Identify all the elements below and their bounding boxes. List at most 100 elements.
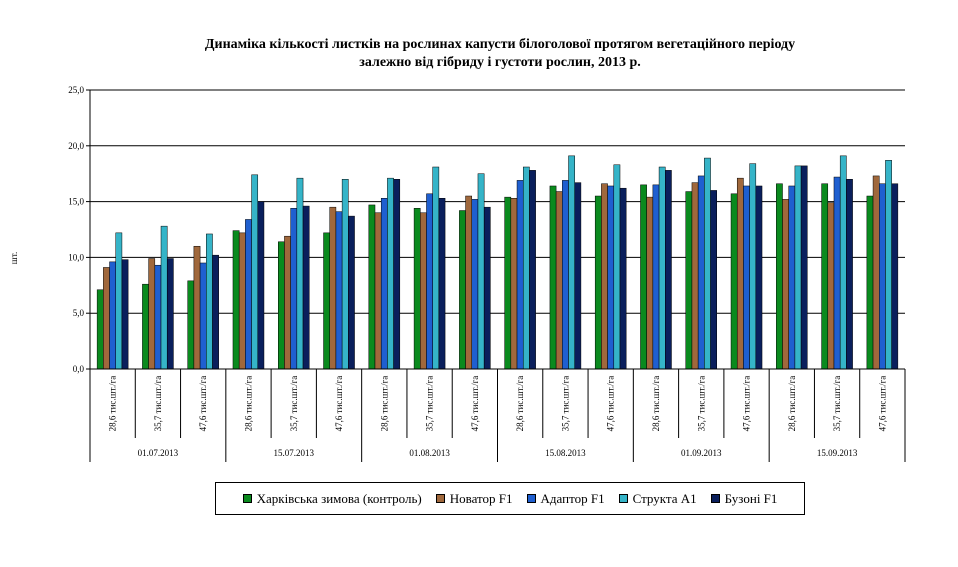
bar bbox=[568, 155, 575, 370]
y-tick-label: 0,0 bbox=[73, 364, 85, 374]
legend-item: Харківська зимова (контроль) bbox=[242, 491, 422, 507]
bar bbox=[432, 166, 440, 370]
legend-label: Новатор F1 bbox=[449, 490, 513, 506]
bar bbox=[477, 173, 485, 370]
category-label: 35,7 тис.шт./га bbox=[560, 376, 570, 432]
bar bbox=[555, 191, 563, 370]
bar bbox=[640, 184, 647, 370]
bar bbox=[755, 185, 763, 370]
bar bbox=[891, 183, 899, 370]
bar bbox=[879, 183, 886, 370]
bar bbox=[821, 183, 829, 370]
group-label: 15.09.2013 bbox=[817, 448, 858, 458]
bar bbox=[743, 185, 750, 370]
category-label: 28,6 тис.шт./га bbox=[108, 376, 118, 432]
group-label: 15.07.2013 bbox=[274, 448, 315, 458]
bar bbox=[827, 202, 835, 370]
bar bbox=[730, 193, 738, 370]
category-label: 47,6 тис.шт./га bbox=[877, 376, 887, 432]
chart-title-line-2: залежно від гібриду і густоти рослин, 20… bbox=[359, 55, 641, 70]
category-label: 28,6 тис.шт./га bbox=[243, 376, 253, 432]
bar bbox=[387, 177, 394, 370]
bar bbox=[749, 163, 757, 370]
bar bbox=[290, 208, 298, 370]
bar bbox=[335, 211, 343, 370]
bar bbox=[839, 155, 847, 370]
bar bbox=[710, 190, 717, 370]
bar bbox=[782, 199, 789, 370]
legend: Харківська зимова (контроль) Новатор F1 Ад… bbox=[215, 482, 805, 515]
bar bbox=[697, 175, 705, 370]
bar bbox=[206, 233, 213, 370]
bar bbox=[594, 195, 602, 370]
bar bbox=[251, 174, 259, 370]
bar bbox=[465, 195, 473, 370]
bar bbox=[115, 232, 123, 370]
bar bbox=[691, 182, 699, 370]
bar bbox=[866, 195, 874, 370]
bar bbox=[794, 165, 802, 370]
bar bbox=[166, 258, 174, 370]
group-label: 15.08.2013 bbox=[545, 448, 586, 458]
bar bbox=[607, 185, 615, 370]
category-label: 47,6 тис.шт./га bbox=[606, 376, 616, 432]
legend-label: Адаптор F1 bbox=[540, 490, 605, 506]
bar bbox=[257, 201, 265, 370]
y-tick-label: 25,0 bbox=[68, 85, 84, 95]
bar bbox=[704, 157, 711, 370]
category-label: 35,7 тис.шт./га bbox=[425, 376, 435, 432]
bar bbox=[193, 245, 201, 370]
bar bbox=[529, 170, 536, 370]
bar bbox=[788, 185, 796, 370]
category-label: 35,7 тис.шт./га bbox=[696, 376, 706, 432]
bar bbox=[736, 177, 744, 370]
bar bbox=[665, 170, 672, 370]
bar bbox=[380, 198, 388, 370]
bar bbox=[658, 166, 666, 370]
legend-swatch bbox=[710, 494, 720, 503]
bar bbox=[148, 258, 156, 370]
bar bbox=[846, 179, 853, 370]
legend-item: Адаптор F1 bbox=[526, 490, 605, 507]
bar bbox=[504, 196, 512, 370]
bar bbox=[574, 182, 582, 370]
bar bbox=[368, 204, 376, 370]
bar bbox=[96, 289, 104, 370]
bar bbox=[284, 235, 291, 370]
category-label: 47,6 тис.шт./га bbox=[742, 376, 752, 432]
bar bbox=[426, 193, 433, 370]
legend-swatch bbox=[618, 494, 628, 503]
bar bbox=[199, 262, 207, 370]
y-tick-label: 10,0 bbox=[68, 252, 84, 262]
bar bbox=[483, 206, 491, 370]
bar bbox=[833, 176, 841, 370]
bar bbox=[323, 232, 330, 370]
bar bbox=[142, 283, 149, 370]
bar bbox=[245, 219, 252, 370]
bar bbox=[103, 267, 110, 370]
bar bbox=[420, 212, 427, 370]
group-label: 01.08.2013 bbox=[409, 448, 450, 458]
bar bbox=[872, 175, 880, 370]
group-label: 01.07.2013 bbox=[138, 448, 179, 458]
legend-swatch bbox=[242, 494, 252, 503]
category-label: 35,7 тис.шт./га bbox=[289, 376, 299, 432]
bar bbox=[522, 166, 530, 370]
bar bbox=[471, 199, 479, 370]
bar bbox=[646, 196, 654, 370]
bar bbox=[800, 165, 808, 370]
bar bbox=[154, 264, 162, 370]
bar bbox=[121, 259, 129, 370]
bar bbox=[601, 183, 608, 370]
bar bbox=[619, 187, 627, 370]
y-tick-label: 5,0 bbox=[73, 308, 85, 318]
category-label: 28,6 тис.шт./га bbox=[515, 376, 525, 432]
legend-label: Структа А1 bbox=[632, 490, 697, 506]
bar bbox=[212, 254, 219, 370]
category-label: 35,7 тис.шт./га bbox=[832, 376, 842, 432]
legend-item: Новатор F1 bbox=[435, 490, 513, 507]
category-label: 47,6 тис.шт./га bbox=[198, 376, 208, 432]
category-label: 47,6 тис.шт./га bbox=[470, 376, 480, 432]
y-tick-label: 15,0 bbox=[68, 197, 84, 207]
